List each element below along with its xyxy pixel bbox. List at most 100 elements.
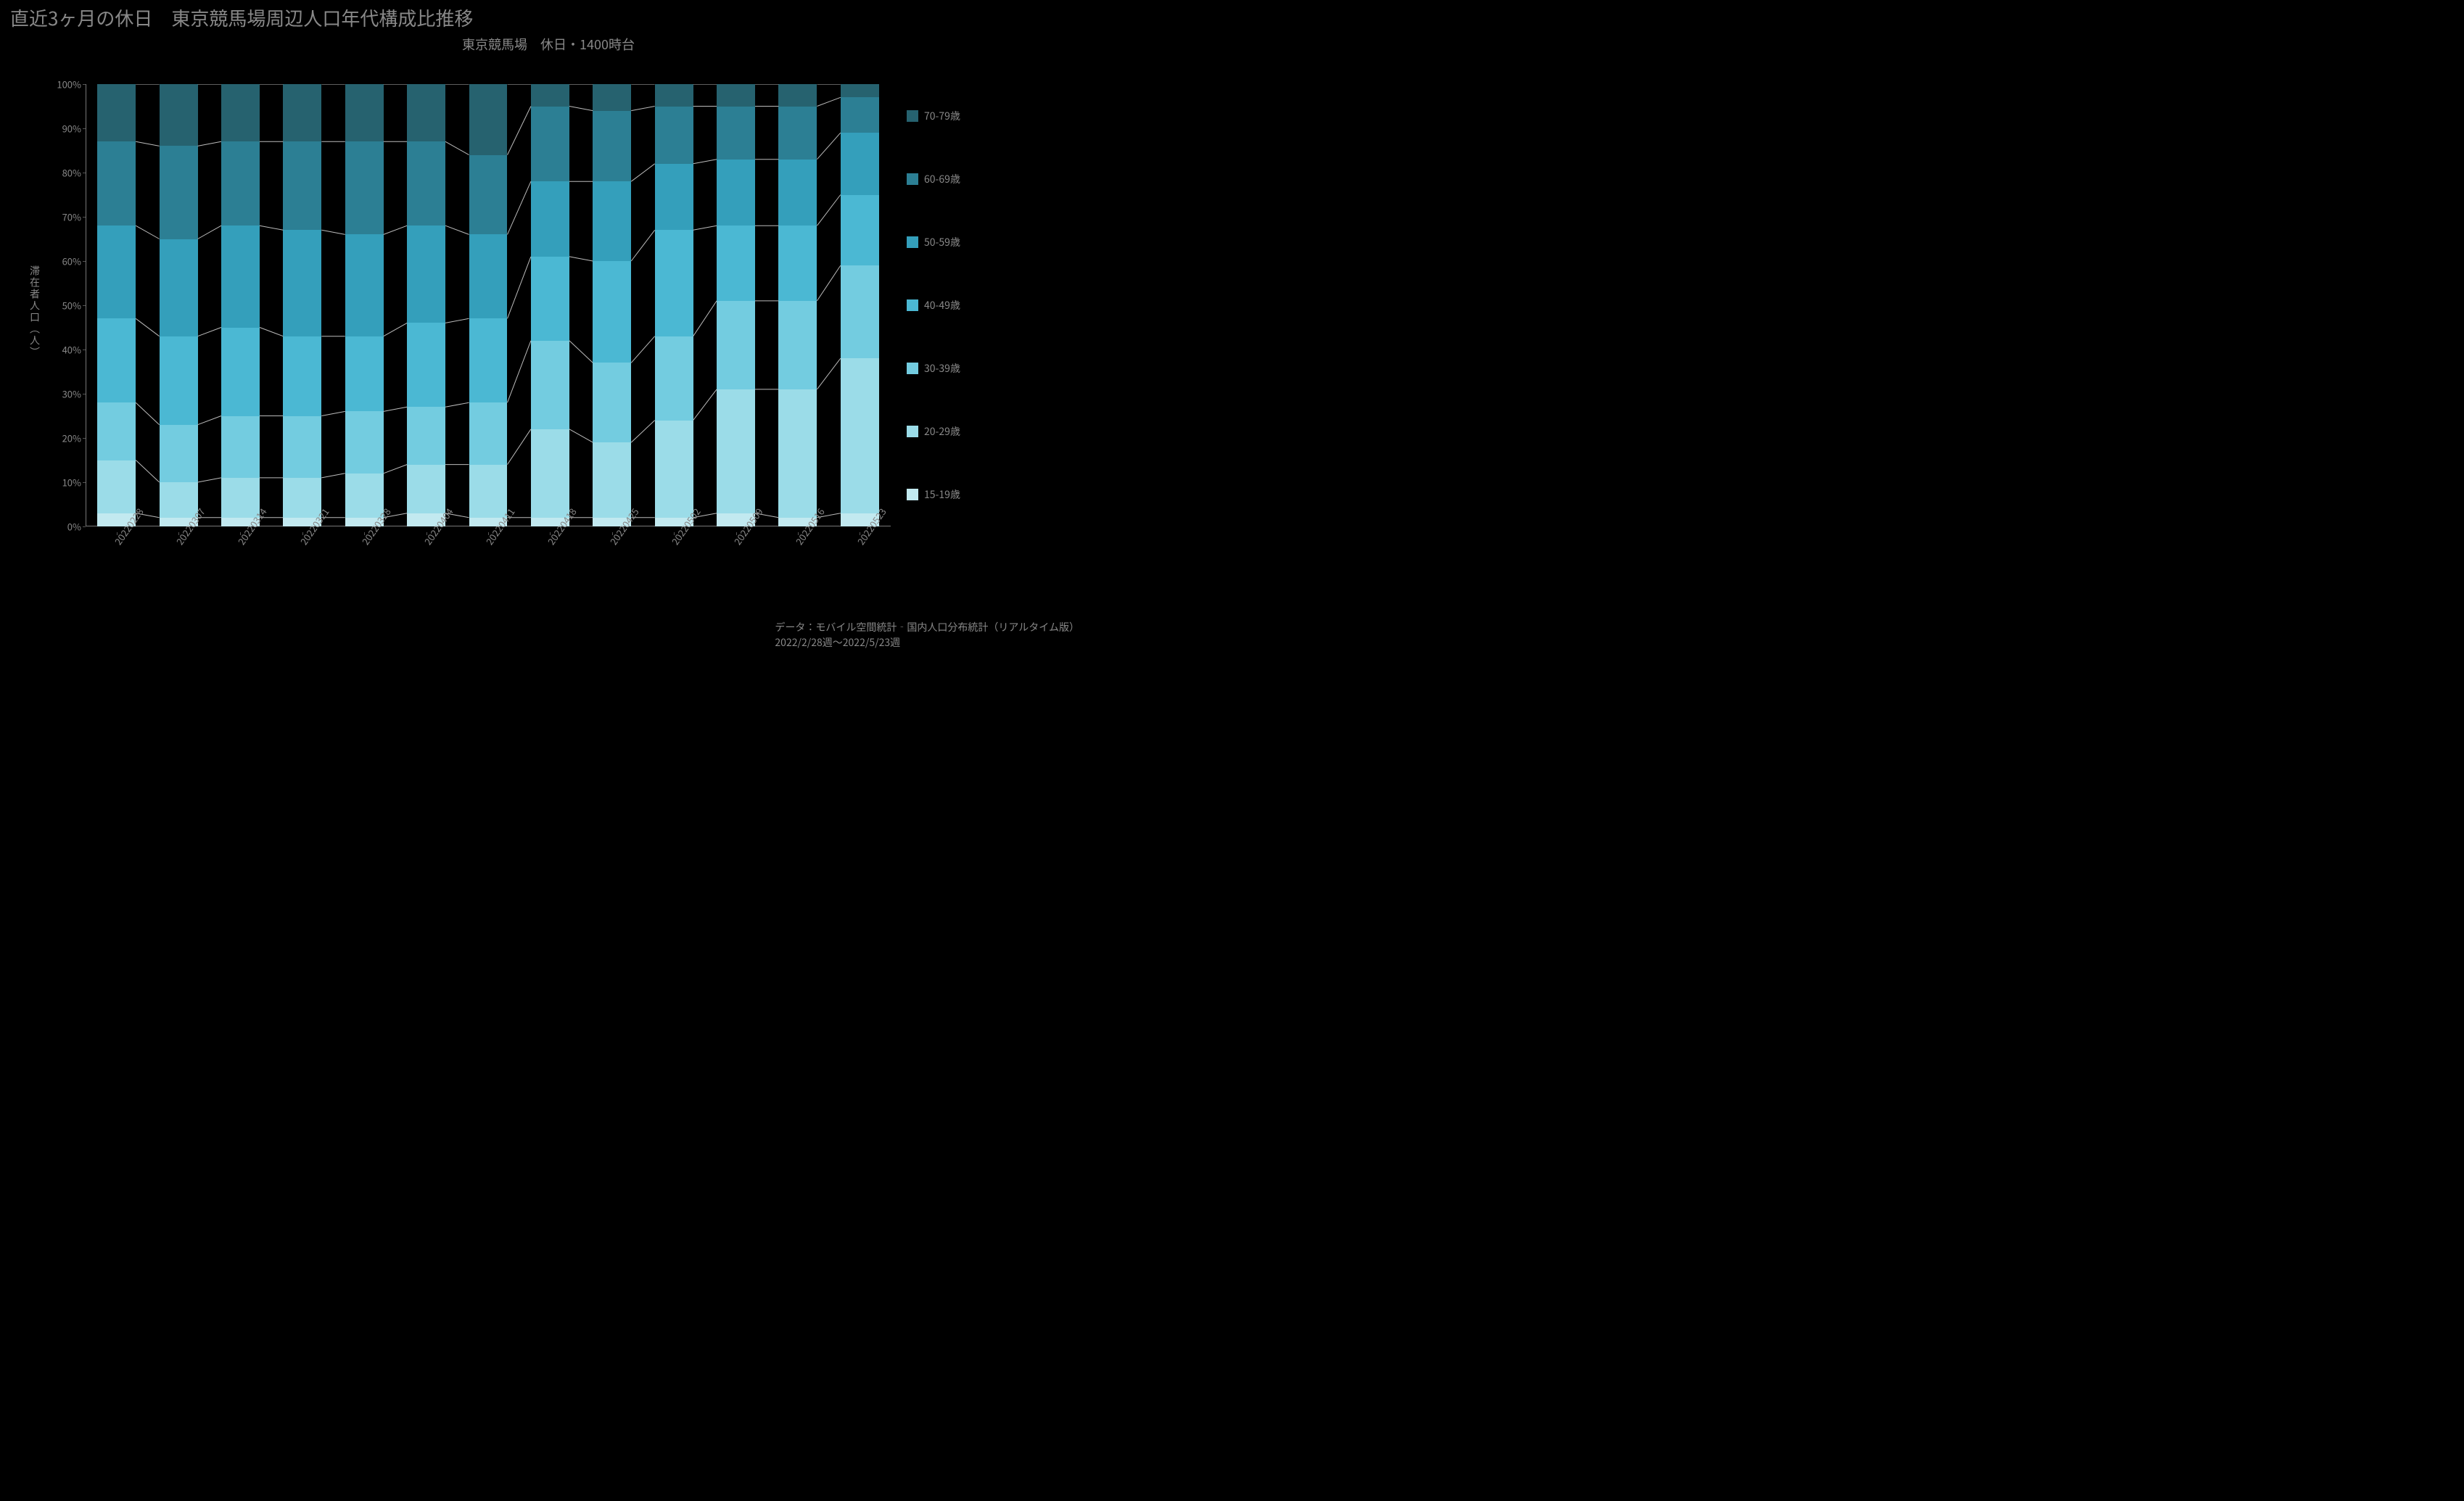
bar-segment bbox=[593, 261, 631, 363]
bar-segment bbox=[655, 84, 693, 107]
y-tick-mark bbox=[83, 526, 86, 527]
legend-item: 15-19歳 bbox=[907, 487, 1008, 502]
legend-item: 70-79歳 bbox=[907, 109, 1008, 123]
bar-segment bbox=[283, 416, 321, 478]
y-tick-label: 40% bbox=[62, 343, 81, 357]
bar-segment bbox=[778, 160, 817, 226]
legend-item: 40-49歳 bbox=[907, 298, 1008, 313]
bar bbox=[283, 84, 321, 526]
bar-segment bbox=[160, 425, 198, 482]
bar-segment bbox=[593, 363, 631, 442]
subtitle: 東京競馬場 休日・1400時台 bbox=[0, 35, 1097, 54]
bar-segment bbox=[160, 239, 198, 336]
bar bbox=[531, 84, 569, 526]
bar-segment bbox=[531, 257, 569, 341]
legend-label: 70-79歳 bbox=[924, 109, 960, 123]
footnote-line-1: データ：モバイル空間統計‐国内人口分布統計（リアルタイム版） bbox=[775, 620, 1079, 635]
bar-segment bbox=[531, 84, 569, 107]
legend-item: 30-39歳 bbox=[907, 361, 1008, 376]
bar-segment bbox=[778, 301, 817, 389]
bar-segment bbox=[283, 230, 321, 336]
legend-swatch bbox=[907, 489, 918, 500]
y-tick-mark bbox=[83, 261, 86, 262]
bar-segment bbox=[655, 421, 693, 518]
y-tick-mark bbox=[83, 217, 86, 218]
y-tick-label: 70% bbox=[62, 210, 81, 224]
bar-segment bbox=[160, 84, 198, 146]
bar-segment bbox=[593, 181, 631, 261]
y-axis-label: 滞在者人口（人） bbox=[28, 265, 42, 358]
bar-segment bbox=[345, 234, 384, 336]
bar-segment bbox=[593, 84, 631, 111]
bar-segment bbox=[345, 336, 384, 412]
bar-segment bbox=[97, 84, 136, 141]
bar bbox=[160, 84, 198, 526]
bar-segment bbox=[593, 442, 631, 518]
legend-swatch bbox=[907, 299, 918, 311]
legend-swatch bbox=[907, 363, 918, 374]
bar-segment bbox=[221, 226, 260, 327]
y-tick-label: 60% bbox=[62, 255, 81, 268]
bar-segment bbox=[469, 234, 508, 318]
legend-item: 50-59歳 bbox=[907, 235, 1008, 249]
bar-segment bbox=[283, 336, 321, 416]
bar-segment bbox=[841, 84, 879, 97]
bar-segment bbox=[717, 107, 755, 160]
bar-segment bbox=[655, 107, 693, 164]
bar-segment bbox=[407, 84, 445, 141]
legend-swatch bbox=[907, 173, 918, 185]
bar bbox=[717, 84, 755, 526]
bar-segment bbox=[97, 141, 136, 226]
bar-segment bbox=[221, 84, 260, 141]
bar-segment bbox=[841, 133, 879, 194]
bar-segment bbox=[469, 318, 508, 402]
bar-segment bbox=[407, 226, 445, 323]
legend-swatch bbox=[907, 426, 918, 437]
y-tick-mark bbox=[83, 482, 86, 483]
legend: 70-79歳 60-69歳 50-59歳 40-49歳 30-39歳 20-29歳 15-1… bbox=[907, 84, 1008, 526]
bar-segment bbox=[469, 84, 508, 155]
bar-segment bbox=[531, 181, 569, 257]
bar-segment bbox=[531, 107, 569, 182]
bar-segment bbox=[655, 164, 693, 231]
bar-segment bbox=[778, 389, 817, 518]
bar-segment bbox=[778, 107, 817, 160]
bar-segment bbox=[841, 358, 879, 513]
bar-segment bbox=[221, 416, 260, 478]
bar-segment bbox=[407, 407, 445, 464]
bar-segment bbox=[841, 195, 879, 266]
y-tick-label: 10% bbox=[62, 476, 81, 489]
footnote-line-2: 2022/2/28週～2022/5/23週 bbox=[775, 635, 1079, 650]
legend-label: 30-39歳 bbox=[924, 361, 960, 376]
bar-segment bbox=[97, 318, 136, 402]
bar-segment bbox=[717, 84, 755, 107]
bar-segment bbox=[345, 84, 384, 141]
bar-segment bbox=[531, 341, 569, 429]
bar-segment bbox=[160, 146, 198, 239]
legend-swatch bbox=[907, 236, 918, 248]
legend-label: 15-19歳 bbox=[924, 487, 960, 502]
y-tick-label: 30% bbox=[62, 387, 81, 401]
bar-segment bbox=[655, 230, 693, 336]
bar-segment bbox=[221, 141, 260, 226]
bar-segment bbox=[469, 465, 508, 518]
legend-item: 20-29歳 bbox=[907, 424, 1008, 439]
bar-segment bbox=[469, 155, 508, 235]
bar-segment bbox=[717, 226, 755, 301]
bar bbox=[841, 84, 879, 526]
legend-item: 60-69歳 bbox=[907, 172, 1008, 186]
bar bbox=[345, 84, 384, 526]
y-tick-mark bbox=[83, 305, 86, 306]
chart-area: 滞在者人口（人） 2022022820220307202203142022032… bbox=[86, 84, 891, 526]
bar bbox=[469, 84, 508, 526]
y-tick-label: 0% bbox=[67, 520, 81, 534]
main-title: 直近3ヶ月の休日 東京競馬場周辺人口年代構成比推移 bbox=[10, 4, 473, 31]
y-tick-label: 20% bbox=[62, 431, 81, 445]
plot-area bbox=[86, 84, 891, 526]
y-tick-mark bbox=[83, 128, 86, 129]
bar-segment bbox=[97, 402, 136, 460]
y-tick-mark bbox=[83, 438, 86, 439]
bar-segment bbox=[469, 402, 508, 464]
y-tick-label: 90% bbox=[62, 122, 81, 136]
bar-segment bbox=[778, 84, 817, 107]
